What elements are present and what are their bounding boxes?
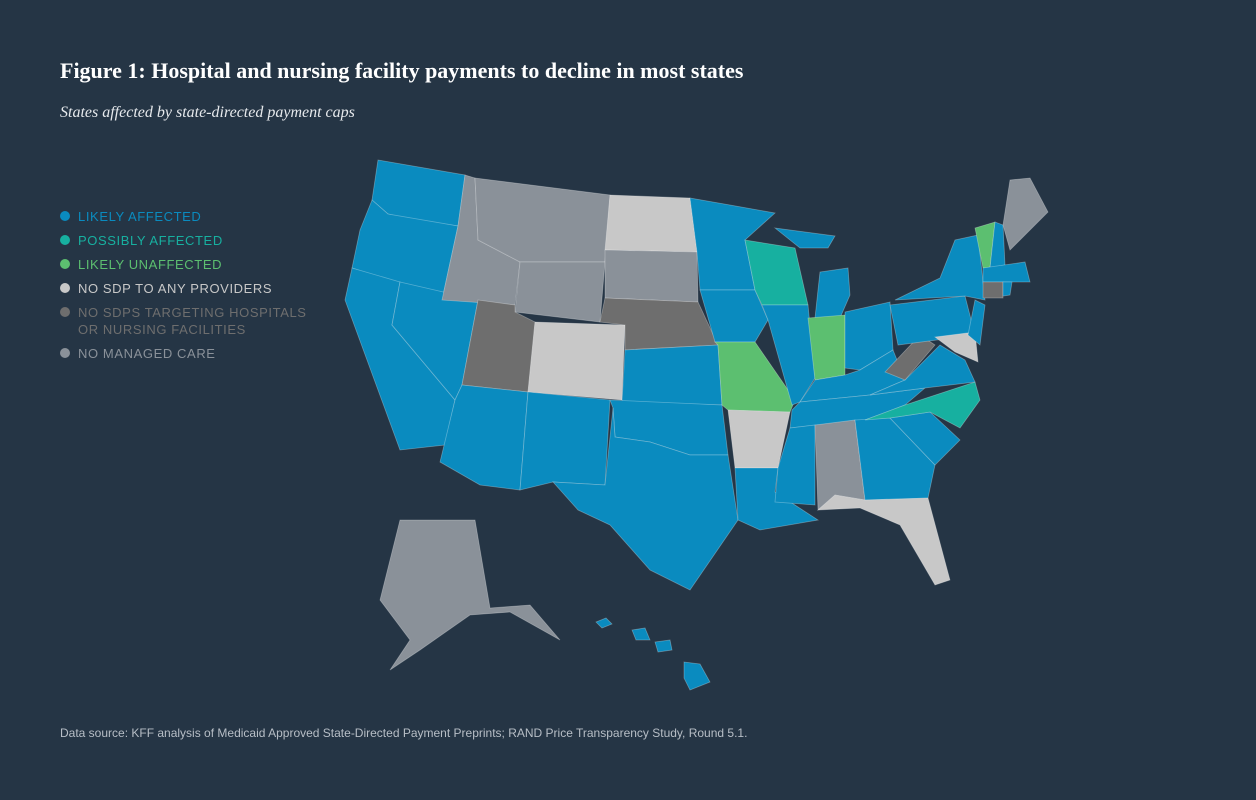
state <box>884 334 936 381</box>
state <box>527 321 626 401</box>
state <box>816 494 951 586</box>
state <box>864 381 981 429</box>
title: Figure 1: Hospital and nursing facility … <box>60 58 744 83</box>
legend-label: POSSIBLY AFFECTED <box>78 233 223 248</box>
state <box>604 194 698 253</box>
state <box>889 411 961 466</box>
state <box>799 349 906 403</box>
state <box>604 249 699 303</box>
state <box>552 407 739 591</box>
state <box>773 227 836 249</box>
state <box>699 289 769 343</box>
state <box>595 617 613 629</box>
legend-item: NO MANAGED CARE <box>60 345 320 362</box>
state <box>474 177 611 263</box>
state <box>982 261 1031 283</box>
state <box>621 344 723 406</box>
source: Data source: KFF analysis of Medicaid Ap… <box>60 726 748 740</box>
state <box>1002 281 1013 297</box>
state <box>1002 177 1049 251</box>
legend-dot <box>60 283 70 293</box>
legend-dot <box>60 307 70 317</box>
legend-item: LIKELY UNAFFECTED <box>60 256 320 273</box>
legend-label: NO SDPS TARGETING HOSPITALS OR NURSING F… <box>78 305 307 337</box>
legend-item: NO SDP TO ANY PROVIDERS <box>60 280 320 297</box>
legend-dot <box>60 348 70 358</box>
legend-item: NO SDPS TARGETING HOSPITALS OR NURSING F… <box>60 304 320 338</box>
legend-label: NO SDP TO ANY PROVIDERS <box>78 281 273 296</box>
state <box>631 627 651 641</box>
legend-dot <box>60 259 70 269</box>
state <box>814 267 851 319</box>
state <box>514 261 606 323</box>
legend-dot <box>60 211 70 221</box>
subtitle: States affected by state-directed paymen… <box>60 104 355 121</box>
state <box>519 391 611 491</box>
legend-label: LIKELY UNAFFECTED <box>78 257 223 272</box>
legend-item: LIKELY AFFECTED <box>60 208 320 225</box>
legend: LIKELY AFFECTED POSSIBLY AFFECTED LIKELY U… <box>60 208 320 369</box>
legend-label: LIKELY AFFECTED <box>78 209 202 224</box>
state <box>967 299 986 346</box>
state <box>379 519 561 671</box>
state <box>894 234 986 301</box>
state <box>807 314 846 381</box>
state <box>683 661 711 691</box>
state <box>982 281 1004 299</box>
state <box>933 331 979 363</box>
state <box>774 424 816 506</box>
legend-item: POSSIBLY AFFECTED <box>60 232 320 249</box>
state <box>654 639 673 653</box>
legend-label: NO MANAGED CARE <box>78 346 216 361</box>
legend-dot <box>60 235 70 245</box>
